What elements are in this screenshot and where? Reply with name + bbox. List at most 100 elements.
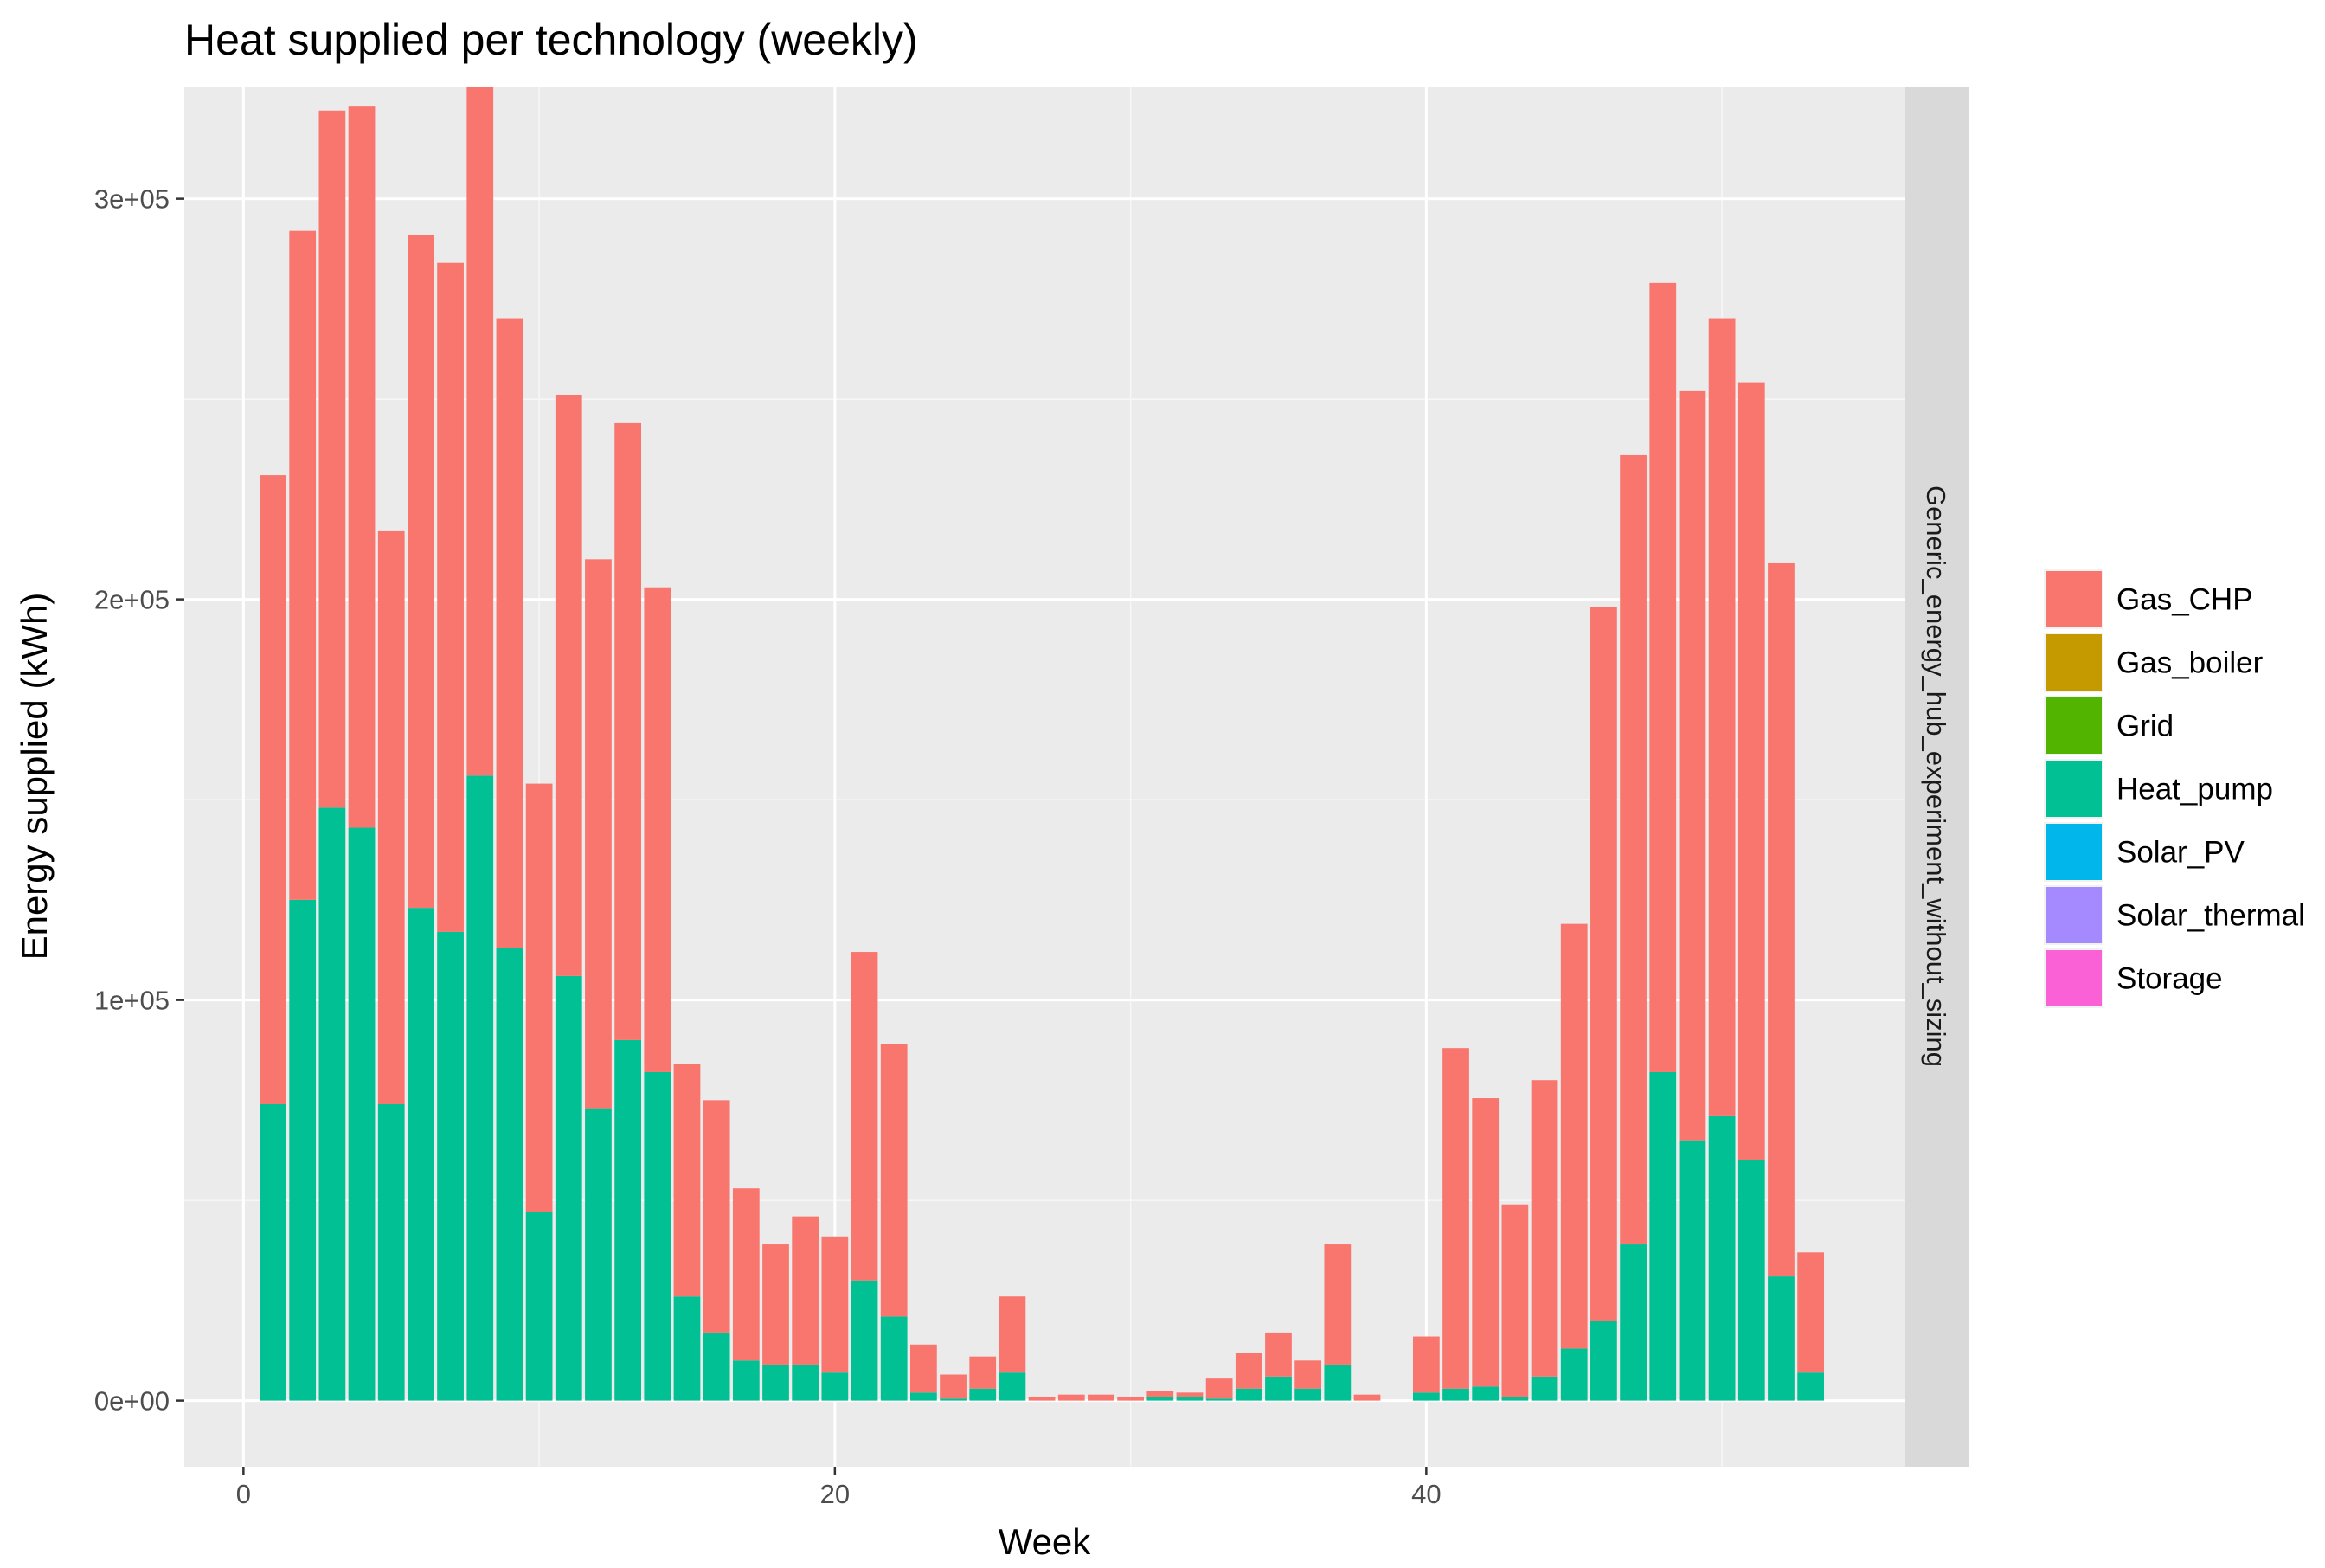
- bar-heat-pump: [1737, 1160, 1765, 1401]
- bar-gas-chp: [555, 395, 582, 976]
- bar-gas-chp: [318, 110, 346, 808]
- bar-gas-chp: [1324, 1244, 1352, 1365]
- bar-gas-chp: [880, 1044, 908, 1317]
- bar-heat-pump: [1146, 1396, 1174, 1401]
- bar-heat-pump: [525, 1212, 553, 1401]
- bar-heat-pump: [1472, 1386, 1500, 1401]
- legend: Gas_CHP Gas_boiler Grid Heat_pump Solar_PV So…: [2044, 569, 2305, 1008]
- bar-gas-chp: [1590, 607, 1617, 1321]
- bar-heat-pump: [940, 1398, 967, 1401]
- legend-swatch-solar-pv: [2046, 824, 2102, 880]
- bar-heat-pump: [408, 908, 434, 1401]
- bar-heat-pump: [762, 1364, 789, 1401]
- bar-heat-pump: [1708, 1115, 1736, 1401]
- bar-heat-pump: [703, 1332, 730, 1401]
- bar-gas-chp: [1028, 1396, 1056, 1401]
- bar-gas-chp: [1737, 382, 1765, 1160]
- bar-heat-pump: [880, 1316, 908, 1401]
- legend-label: Heat_pump: [2116, 773, 2273, 806]
- bar-heat-pump: [1412, 1392, 1440, 1401]
- bar-gas-chp: [1353, 1394, 1381, 1401]
- chart-title: Heat supplied per technology (weekly): [184, 16, 918, 64]
- bar-gas-chp: [851, 952, 878, 1281]
- bar-gas-chp: [1412, 1336, 1440, 1393]
- bar-heat-pump: [1560, 1348, 1588, 1401]
- bar-heat-pump: [1442, 1388, 1469, 1401]
- bar-heat-pump: [1235, 1388, 1262, 1401]
- bar-heat-pump: [1768, 1276, 1795, 1401]
- bar-gas-chp: [1679, 390, 1706, 1141]
- bar-gas-chp: [1176, 1392, 1204, 1397]
- bar-heat-pump: [821, 1372, 849, 1401]
- bar-heat-pump: [348, 827, 376, 1401]
- bar-gas-chp: [585, 559, 612, 1109]
- bar-heat-pump: [1620, 1244, 1647, 1401]
- bar-heat-pump: [377, 1103, 405, 1401]
- y-tick-label: 1e+05: [94, 986, 170, 1016]
- y-tick-label: 0e+00: [94, 1386, 170, 1417]
- bar-heat-pump: [1797, 1372, 1825, 1401]
- bar-gas-chp: [1205, 1378, 1233, 1399]
- x-axis-title: Week: [999, 1521, 1092, 1562]
- bar-gas-chp: [1294, 1360, 1322, 1389]
- legend-swatch-solar-thermal: [2046, 887, 2102, 943]
- bar-gas-chp: [1560, 923, 1588, 1349]
- bar-heat-pump: [555, 975, 582, 1401]
- x-tick-label: 20: [820, 1479, 850, 1509]
- bar-gas-chp: [1501, 1204, 1529, 1397]
- bar-heat-pump: [1294, 1388, 1322, 1401]
- bar-gas-chp: [910, 1344, 937, 1393]
- bar-heat-pump: [1176, 1396, 1204, 1401]
- bar-heat-pump: [1265, 1376, 1292, 1401]
- bar-heat-pump: [673, 1296, 701, 1401]
- bar-heat-pump: [318, 807, 346, 1401]
- legend-swatch-gas-boiler: [2046, 634, 2102, 691]
- legend-label: Solar_PV: [2116, 836, 2245, 870]
- bar-gas-chp: [969, 1356, 997, 1389]
- bar-gas-chp: [377, 530, 405, 1104]
- bar-gas-chp: [703, 1100, 730, 1333]
- bar-heat-pump: [585, 1108, 612, 1401]
- legend-label: Storage: [2116, 962, 2223, 996]
- bar-gas-chp: [792, 1216, 819, 1365]
- bar-heat-pump: [969, 1388, 997, 1401]
- legend-label: Gas_boiler: [2116, 646, 2264, 680]
- bar-gas-chp: [644, 587, 671, 1072]
- bar-gas-chp: [525, 783, 553, 1213]
- bar-gas-chp: [999, 1296, 1026, 1373]
- bar-gas-chp: [1531, 1080, 1558, 1377]
- legend-swatch-grid: [2046, 697, 2102, 754]
- bar-heat-pump: [732, 1360, 760, 1401]
- x-axis: 0 20 40: [236, 1467, 1442, 1509]
- legend-label: Solar_thermal: [2116, 899, 2305, 933]
- legend-swatch-gas-chp: [2046, 571, 2102, 627]
- legend-label: Gas_CHP: [2116, 583, 2253, 617]
- bar-gas-chp: [1472, 1098, 1500, 1387]
- bar-gas-chp: [408, 235, 434, 909]
- y-tick-label: 2e+05: [94, 585, 170, 615]
- legend-swatch-heat-pump: [2046, 761, 2102, 817]
- bar-gas-chp: [466, 87, 494, 776]
- bar-gas-chp: [437, 262, 464, 932]
- bar-gas-chp: [762, 1244, 789, 1365]
- bar-gas-chp: [1235, 1353, 1262, 1389]
- bar-heat-pump: [910, 1392, 937, 1401]
- y-tick-label: 3e+05: [94, 184, 170, 215]
- bar-heat-pump: [614, 1039, 642, 1401]
- bar-gas-chp: [1708, 318, 1736, 1116]
- bar-gas-chp: [732, 1188, 760, 1361]
- bar-heat-pump: [1324, 1364, 1352, 1401]
- bar-heat-pump: [999, 1372, 1026, 1401]
- bar-gas-chp: [496, 318, 523, 948]
- bar-gas-chp: [940, 1374, 967, 1399]
- bar-gas-chp: [1768, 562, 1795, 1277]
- bar-gas-chp: [1442, 1048, 1469, 1389]
- bar-gas-chp: [1265, 1332, 1292, 1377]
- legend-label: Grid: [2116, 710, 2174, 743]
- y-axis-title: Energy supplied (kWh): [14, 593, 55, 961]
- bar-gas-chp: [1146, 1391, 1174, 1397]
- legend-swatch-storage: [2046, 950, 2102, 1006]
- bar-gas-chp: [289, 230, 317, 900]
